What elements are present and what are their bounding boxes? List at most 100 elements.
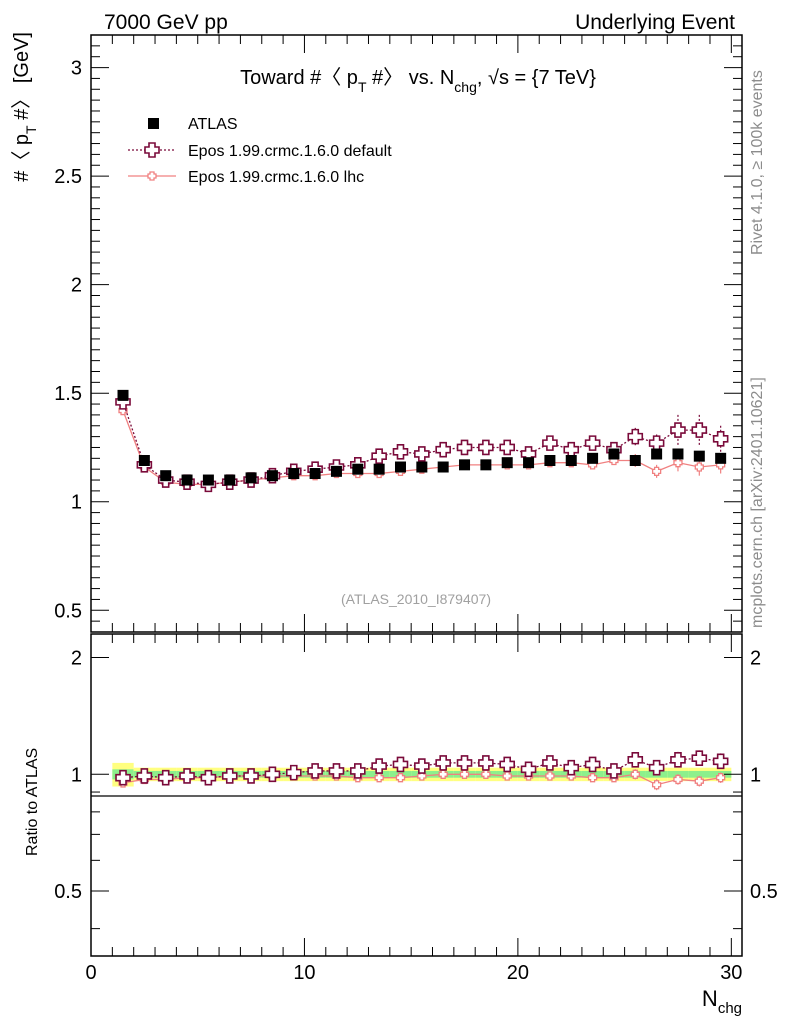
header-right: Underlying Event <box>575 11 735 34</box>
atlas-point <box>309 468 321 480</box>
ratio-lhc-point <box>395 773 406 783</box>
y-tick-label: 1 <box>71 492 82 514</box>
lhc-point <box>694 462 704 472</box>
legend: ATLAS Epos 1.99.crmc.1.6.0 default Epos … <box>128 116 392 186</box>
ratio-lhc-point <box>374 773 384 783</box>
ratio-y-tick-label-right: 0.5 <box>750 881 778 903</box>
ratio-default-point <box>350 763 366 779</box>
ratio-lhc-point <box>716 773 726 783</box>
y-label-post: #〉 [GeV] <box>11 32 33 125</box>
ratio-default-point <box>179 768 195 784</box>
atlas-point <box>608 448 620 460</box>
default-point <box>670 422 686 438</box>
x-tick-labels: 0 10 20 30 <box>85 962 742 984</box>
ratio-lhc-point <box>651 780 662 790</box>
y-label-sub: T <box>23 125 39 134</box>
legend-lhc-marker <box>147 171 157 181</box>
ratio-default-point <box>584 756 601 773</box>
ratio-lhc-point <box>481 769 491 779</box>
legend-atlas-marker <box>148 118 159 129</box>
ratio-default-point <box>478 755 494 771</box>
main-y-tick-labels: 0.5 1 1.5 2 2.5 3 <box>54 58 82 623</box>
y-tick-label: 3 <box>71 58 82 80</box>
x-tick-label: 0 <box>85 962 96 984</box>
y-tick-label: 2 <box>71 275 82 297</box>
ratio-default-point <box>435 755 451 771</box>
atlas-point <box>394 461 406 473</box>
ratio-default-point <box>371 758 387 774</box>
default-point <box>648 435 665 451</box>
ratio-default-point <box>563 759 580 776</box>
atlas-point <box>352 463 364 475</box>
ratio-default-point <box>542 755 558 771</box>
ratio-lhc-point <box>502 771 512 781</box>
atlas-point <box>416 461 428 473</box>
plot-title-mid: #〉 vs. N <box>367 67 455 89</box>
x-axis-label: Nchg <box>702 986 742 1017</box>
atlas-point <box>651 448 663 460</box>
ratio-y-tick-label: 0.5 <box>54 881 82 903</box>
atlas-point <box>288 468 300 480</box>
legend-atlas-label: ATLAS <box>188 116 238 133</box>
ratio-default-point <box>414 758 430 774</box>
atlas-point <box>117 389 129 401</box>
ratio-y-tick-label: 2 <box>71 648 82 670</box>
atlas-point <box>523 457 535 469</box>
default-point <box>499 439 516 456</box>
ratio-default-point <box>520 761 537 778</box>
atlas-point <box>181 474 193 486</box>
ratio-plot-frame <box>90 633 743 957</box>
ratio-default-point <box>627 751 644 768</box>
ratio-default-point <box>691 750 708 767</box>
default-point <box>691 422 708 438</box>
ratio-default-point <box>328 763 345 779</box>
atlas-point <box>138 454 150 466</box>
analysis-watermark: (ATLAS_2010_I879407) <box>341 591 491 607</box>
atlas-point <box>437 461 449 473</box>
main-plot-panel: 0.5 1 1.5 2 2.5 3 Toward #〈 pT #〉 vs. Nchg, √… <box>11 32 743 633</box>
atlas-point <box>330 465 342 477</box>
default-point <box>371 448 387 464</box>
y-label-pre: #〈 p <box>11 134 33 182</box>
ratio-lhc-point <box>438 769 448 779</box>
atlas-point <box>565 454 577 466</box>
plot-title-pre: Toward #〈 p <box>240 67 358 89</box>
header-left: 7000 GeV pp <box>104 11 228 34</box>
ratio-plot-panel: 0.5 0.5 1 1 2 2 0 10 20 30 Ratio to ATLAS Nchg <box>24 633 778 1017</box>
default-point <box>456 439 473 456</box>
ratio-default-point <box>392 756 409 773</box>
lhc-point <box>673 458 683 468</box>
x-tick-label: 10 <box>293 962 315 984</box>
y-tick-label: 0.5 <box>54 600 82 622</box>
atlas-point <box>587 452 599 464</box>
main-axis-ticks <box>90 34 742 632</box>
x-tick-label: 20 <box>507 962 529 984</box>
main-plot-frame <box>90 34 743 633</box>
mcplots-label: mcplots.cern.ch [arXiv:2401.10621] <box>749 377 766 628</box>
atlas-point <box>544 454 556 466</box>
legend-default-label: Epos 1.99.crmc.1.6.0 default <box>188 143 392 160</box>
ratio-default-point <box>264 766 281 783</box>
plot-title: Toward #〈 pT #〉 vs. Nchg, √s = {7 TeV} <box>240 67 596 95</box>
atlas-point <box>224 474 236 486</box>
default-point <box>627 428 644 445</box>
y-tick-label: 1.5 <box>54 383 82 405</box>
ratio-lhc-point <box>630 769 640 779</box>
atlas-point <box>202 474 214 486</box>
ratio-default-point <box>136 768 153 784</box>
default-point <box>414 446 430 462</box>
ratio-default-point <box>456 755 473 771</box>
default-point <box>392 444 409 460</box>
x-label-main: N <box>702 986 718 1011</box>
main-y-label: #〈 pT #〉 [GeV] <box>11 32 39 182</box>
ratio-default-point <box>243 768 259 784</box>
y-tick-label: 2.5 <box>54 166 82 188</box>
band-inner <box>688 770 710 778</box>
atlas-point <box>480 459 492 471</box>
ratio-y-tick-label-right: 1 <box>750 764 761 786</box>
legend-default-marker <box>144 142 160 158</box>
ratio-lhc-point <box>417 771 427 781</box>
main-data-layer <box>115 389 729 493</box>
default-point <box>478 439 494 456</box>
